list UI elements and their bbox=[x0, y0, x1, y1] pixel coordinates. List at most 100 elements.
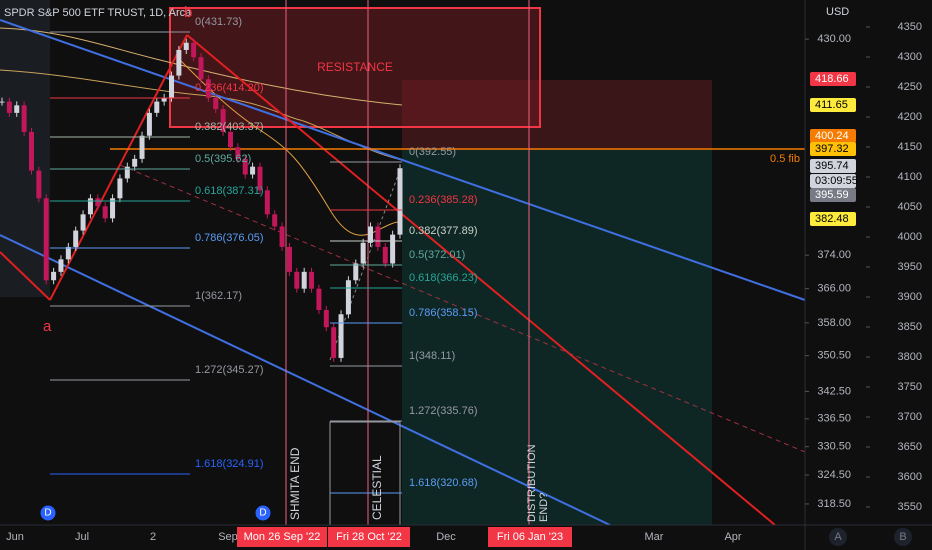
fib-label: 0.5(395.62) bbox=[195, 153, 251, 165]
candle bbox=[353, 263, 359, 281]
wave-label: b bbox=[184, 4, 192, 21]
cycle-label: CELESTIAL bbox=[370, 455, 384, 520]
candle bbox=[132, 158, 138, 167]
scale-button[interactable] bbox=[894, 528, 912, 546]
candle bbox=[309, 271, 315, 289]
candle bbox=[338, 314, 344, 358]
candle bbox=[51, 271, 57, 281]
price-tick-label: 366.00 bbox=[817, 283, 851, 295]
date-highlight bbox=[237, 527, 327, 547]
channel-line bbox=[0, 19, 806, 301]
candle bbox=[139, 135, 145, 159]
dividend-marker bbox=[39, 504, 57, 522]
fib-label: 1.618(320.68) bbox=[409, 477, 478, 489]
candle bbox=[294, 271, 300, 289]
fib-label: 1(348.11) bbox=[409, 350, 455, 362]
index-tick-label: 3900 bbox=[898, 291, 922, 303]
time-label: Sep bbox=[218, 531, 238, 543]
fib-label: 0.618(366.23) bbox=[409, 272, 478, 284]
symbol-title: SPDR S&P 500 ETF TRUST, 1D, Arca bbox=[4, 7, 192, 19]
index-tick-label: 4000 bbox=[898, 231, 922, 243]
candle bbox=[279, 226, 285, 247]
index-tick-label: 3550 bbox=[898, 501, 922, 513]
candle bbox=[286, 246, 292, 272]
candle bbox=[36, 170, 42, 199]
time-label: Dec bbox=[436, 531, 456, 543]
index-tick-label: 4200 bbox=[898, 111, 922, 123]
moving-average bbox=[0, 69, 403, 161]
price-tag bbox=[810, 98, 856, 112]
resistance-box bbox=[169, 7, 541, 128]
fib-label: 1.272(345.27) bbox=[195, 364, 264, 376]
candle bbox=[28, 131, 34, 171]
candle bbox=[183, 42, 189, 50]
candle bbox=[250, 166, 256, 175]
wave-line bbox=[0, 251, 51, 301]
candle bbox=[169, 75, 175, 98]
price-tag-label: 03:09:55 bbox=[815, 175, 858, 187]
time-label: 2 bbox=[150, 531, 156, 543]
candle bbox=[198, 57, 204, 80]
candle bbox=[205, 79, 211, 98]
candle bbox=[382, 246, 388, 264]
axes: 430.00 374.00 366.00 358.00 350.50 342.50 336.… bbox=[6, 21, 922, 547]
candle bbox=[264, 190, 270, 215]
fib-label: 0.618(387.31) bbox=[195, 185, 264, 197]
candle bbox=[360, 242, 366, 264]
price-tick-label: 336.50 bbox=[817, 413, 851, 425]
index-tick-label: 3650 bbox=[898, 441, 922, 453]
candle bbox=[73, 230, 79, 247]
dashed-line bbox=[329, 169, 401, 361]
date-highlight bbox=[328, 527, 410, 547]
candle bbox=[257, 166, 263, 191]
candle bbox=[117, 178, 123, 199]
price-tag bbox=[810, 174, 856, 188]
fib-label: 1(362.17) bbox=[195, 290, 242, 302]
time-label: Jun bbox=[6, 531, 24, 543]
price-tag bbox=[810, 142, 856, 156]
price-tag-label: 418.66 bbox=[815, 73, 849, 85]
candle bbox=[124, 166, 130, 179]
fib-levels: 0(431.73) 0.236(414.20) 0.382(403.37) 0.5(3… bbox=[50, 16, 478, 494]
candle bbox=[323, 309, 329, 328]
index-tick-label: 3950 bbox=[898, 261, 922, 273]
scale-button[interactable] bbox=[829, 528, 847, 546]
fib-label: 0.382(403.37) bbox=[195, 121, 264, 133]
trend-line bbox=[186, 34, 776, 526]
index-tick-label: 4150 bbox=[898, 141, 922, 153]
time-label: Mar bbox=[645, 531, 664, 543]
date-highlight bbox=[488, 527, 572, 547]
candle bbox=[110, 198, 116, 219]
candle bbox=[176, 49, 182, 76]
candle bbox=[58, 259, 64, 272]
time-label: Apr bbox=[724, 531, 741, 543]
candle bbox=[213, 97, 219, 110]
index-tick-label: 3700 bbox=[898, 411, 922, 423]
fib-label: 0.236(414.20) bbox=[195, 82, 264, 94]
fib-label: 0.786(358.15) bbox=[409, 307, 478, 319]
candle bbox=[146, 112, 152, 136]
distribution-box: DISTRIBUTION END? bbox=[526, 444, 550, 522]
left-shade bbox=[0, 0, 50, 297]
price-tag-label: 395.59 bbox=[815, 189, 849, 201]
time-label: Fri 28 Oct '22 bbox=[336, 531, 402, 543]
fib-label: 0(392.55) bbox=[409, 146, 456, 158]
dividend-marker bbox=[254, 504, 272, 522]
candle bbox=[345, 280, 351, 315]
candle bbox=[0, 101, 5, 103]
candle bbox=[316, 288, 322, 310]
wave-label: a bbox=[43, 318, 52, 335]
index-tick-label: 3600 bbox=[898, 471, 922, 483]
candle bbox=[95, 198, 101, 207]
candle bbox=[397, 168, 403, 235]
price-tag-label: 397.32 bbox=[815, 143, 849, 155]
candle bbox=[154, 101, 160, 113]
candle bbox=[65, 246, 71, 260]
price-tag-label: 411.65 bbox=[815, 99, 848, 111]
candles bbox=[0, 38, 403, 362]
moving-average bbox=[0, 27, 403, 106]
index-tick-label: 3750 bbox=[898, 381, 922, 393]
fib-label: 0.5 fib bbox=[770, 153, 800, 165]
